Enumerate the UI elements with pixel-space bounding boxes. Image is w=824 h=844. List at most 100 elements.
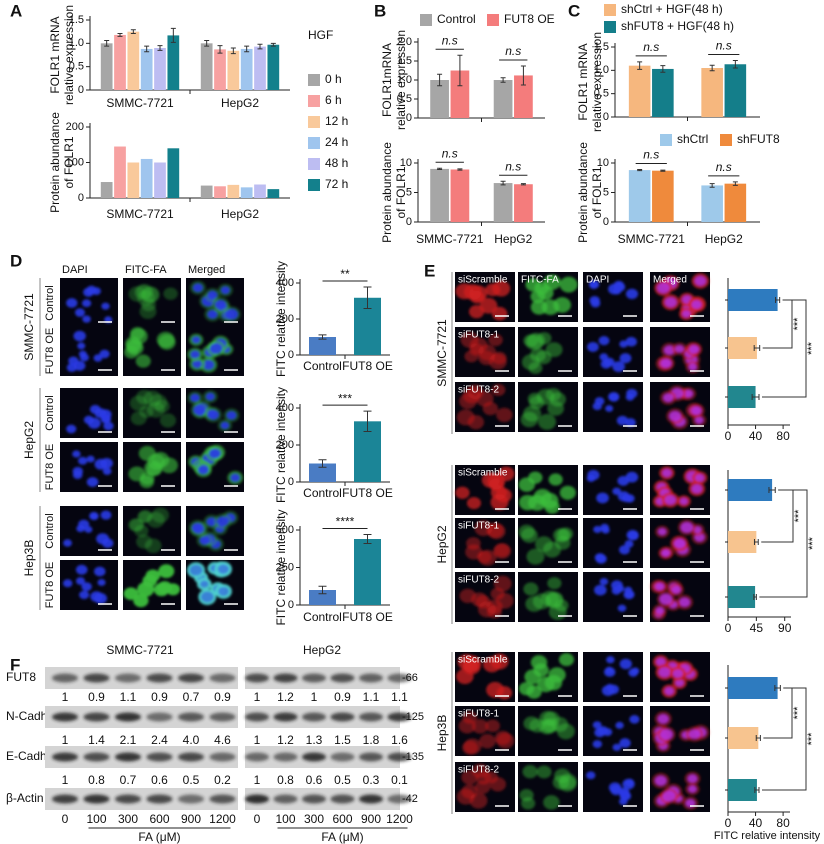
nucleus [593, 525, 602, 534]
nucleus [75, 577, 86, 585]
nucleus [207, 290, 218, 300]
y-tick-label: 0 [603, 111, 609, 123]
cells [651, 711, 710, 753]
error-bar [660, 169, 666, 172]
cells [652, 655, 699, 698]
cytoplasm [520, 797, 536, 810]
quant-label: 1 [62, 690, 69, 704]
legend-label: 72 h [325, 177, 348, 191]
cells [586, 469, 639, 504]
bar [267, 44, 280, 90]
bar [154, 48, 166, 90]
nucleus [606, 656, 615, 664]
bar [728, 337, 757, 359]
nucleus [595, 554, 607, 564]
y-tick-label: 0 [288, 476, 294, 488]
nucleus [655, 657, 666, 666]
bar [728, 677, 778, 699]
band [146, 752, 173, 762]
y-tick-label: 0.5 [69, 61, 84, 73]
cells [523, 710, 575, 740]
bar [701, 185, 723, 222]
error-bar [217, 45, 223, 54]
bar [652, 68, 674, 117]
nucleus [657, 714, 669, 724]
nucleus [611, 586, 622, 595]
dose-label: 1200 [209, 812, 236, 826]
error-bar [117, 33, 123, 37]
cells [459, 575, 514, 619]
blot-strip [45, 667, 238, 689]
nucleus [66, 424, 77, 434]
cell-line-label: SMMC-7721 [435, 319, 449, 387]
cells [66, 285, 113, 324]
row-label: FUT8 OE [44, 328, 56, 374]
nucleus [660, 729, 673, 740]
nucleus [220, 286, 230, 295]
cytoplasm [465, 544, 483, 560]
x-tick-label: 80 [776, 429, 790, 443]
error-bar [774, 685, 781, 691]
cells [651, 771, 701, 811]
nucleus [629, 714, 640, 724]
cytoplasm [553, 297, 572, 313]
bar [254, 184, 266, 198]
y-tick-label: 1.5 [594, 41, 609, 53]
legend-swatch [308, 95, 320, 107]
dose-label: 900 [181, 812, 201, 826]
legend-swatch [604, 4, 616, 16]
nucleus [680, 522, 694, 533]
cells [652, 466, 708, 508]
band [302, 794, 326, 804]
cells [187, 390, 240, 432]
cytoplasm [475, 595, 491, 609]
band [330, 673, 355, 683]
legend-label: shFUT8 [737, 132, 780, 146]
nucleus [82, 315, 91, 323]
y-axis-label: FOLR1mRNA [380, 43, 394, 117]
cells [123, 327, 176, 368]
cytoplasm [141, 286, 160, 303]
cytoplasm [153, 583, 170, 597]
cytoplasm [559, 485, 576, 500]
y-axis-label: FITC relative intensity [274, 509, 288, 625]
nucleus [622, 494, 632, 503]
band [178, 673, 204, 683]
cells [72, 450, 113, 487]
nucleus [81, 299, 92, 308]
nucleus [592, 721, 602, 729]
cytoplasm [530, 290, 546, 304]
bar [240, 187, 253, 198]
bar [728, 727, 759, 749]
cytoplasm [469, 337, 488, 354]
y-axis-label: FOLR1 mRNA [48, 16, 62, 93]
nucleus [77, 342, 86, 350]
dose-label: 0 [254, 812, 261, 826]
band [330, 752, 355, 762]
nucleus [675, 679, 684, 687]
annotation: **** [336, 515, 355, 529]
cell-line-label: Hep3B [435, 715, 449, 752]
cells [654, 519, 708, 560]
x-tick-label: Control [303, 486, 342, 500]
dose-axis-label: FA (μM) [138, 830, 180, 844]
quant-label: 1.1 [391, 690, 408, 704]
dose-label: 600 [332, 812, 352, 826]
blot-strip [45, 706, 238, 728]
nucleus [207, 309, 218, 319]
y-tick-label: 0 [78, 84, 84, 96]
band [387, 794, 412, 804]
bar [628, 65, 651, 117]
cytoplasm [523, 582, 539, 596]
nucleus [588, 279, 600, 289]
y-axis-label: of FOLR1 [590, 166, 604, 218]
bar [430, 80, 449, 118]
nucleus [99, 349, 110, 359]
error-bar [318, 334, 327, 340]
error-bar [709, 183, 715, 188]
legend-label: 6 h [325, 93, 342, 107]
cells [123, 564, 181, 608]
quant-label: 1 [254, 773, 261, 787]
band [115, 673, 141, 683]
cytoplasm [160, 457, 178, 474]
